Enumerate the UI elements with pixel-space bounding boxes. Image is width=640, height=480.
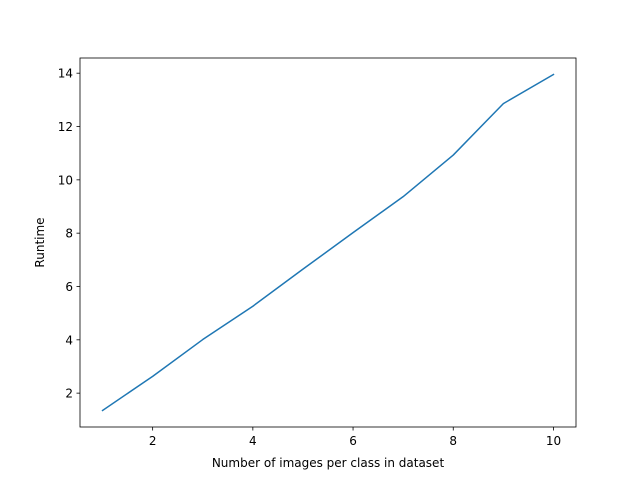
x-tick-label: 6 — [349, 434, 357, 448]
plot-frame — [79, 57, 577, 428]
y-tick-label: 8 — [65, 227, 73, 241]
y-tick-label: 14 — [58, 67, 73, 81]
x-tick-label: 4 — [249, 434, 257, 448]
y-tick-label: 4 — [65, 333, 73, 347]
y-tick-label: 6 — [65, 280, 73, 294]
y-axis-label: Runtime — [33, 217, 47, 267]
series-layer — [101, 73, 555, 412]
plot-background — [80, 58, 576, 427]
x-tick-label: 8 — [449, 434, 457, 448]
x-ticks: 2 4 6 8 10 — [149, 427, 561, 448]
x-tick-label: 2 — [149, 434, 157, 448]
y-tick-label: 12 — [58, 120, 73, 134]
series-line-0 — [101, 73, 555, 412]
y-tick-label: 2 — [65, 387, 73, 401]
y-ticks: 2 4 6 8 10 12 14 — [58, 67, 80, 401]
x-tick-label: 10 — [546, 434, 561, 448]
y-tick-label: 10 — [58, 173, 73, 187]
x-axis-label: Number of images per class in dataset — [212, 456, 445, 470]
